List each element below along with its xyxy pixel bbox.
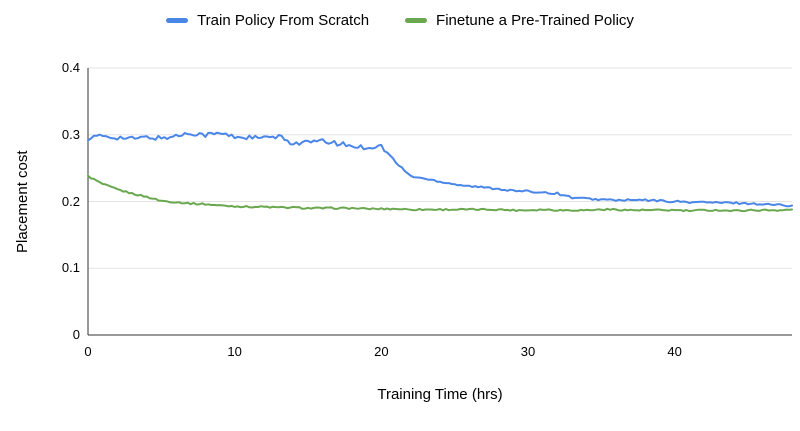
legend-item-train-from-scratch: Train Policy From Scratch [166,12,369,29]
x-tick-label: 40 [667,344,682,359]
legend-item-finetune-pretrained: Finetune a Pre-Trained Policy [405,12,634,29]
series-line-1 [87,174,793,213]
legend-label: Finetune a Pre-Trained Policy [436,12,634,29]
y-tick-label: 0.1 [61,260,80,276]
x-tick-label: 10 [227,344,242,359]
x-tick-label: 30 [520,344,536,359]
series-line-0 [87,131,793,208]
x-axis-title: Training Time (hrs) [377,386,503,403]
y-tick-label: 0.3 [61,126,80,142]
x-tick-label: 0 [84,344,92,359]
legend: Train Policy From Scratch Finetune a Pre… [0,12,800,29]
legend-label: Train Policy From Scratch [197,12,370,29]
y-tick-label: 0.2 [61,193,80,209]
x-tick-label: 20 [374,344,389,359]
y-tick-label: 0.4 [61,60,80,75]
legend-swatch-blue-icon [166,18,189,23]
legend-swatch-green-icon [405,18,428,23]
y-tick-label: 0 [72,327,80,342]
